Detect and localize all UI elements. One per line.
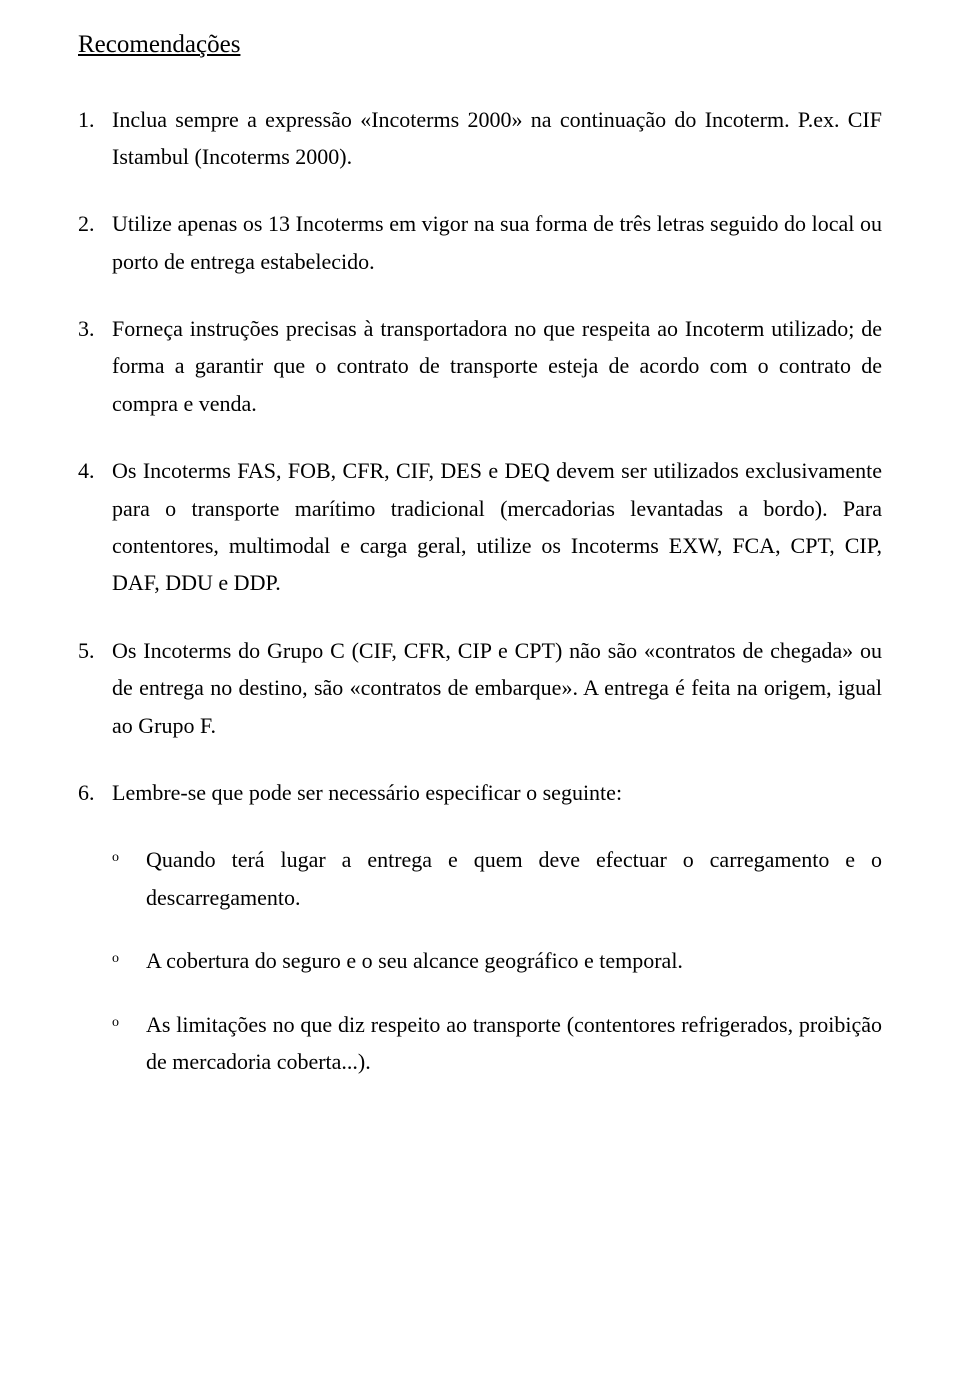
item-number: 2.: [78, 205, 112, 280]
bullet-icon: o: [112, 841, 146, 916]
item-text: Os Incoterms do Grupo C (CIF, CFR, CIP e…: [112, 632, 882, 744]
document-page: Recomendações 1. Inclua sempre a express…: [0, 0, 960, 1375]
sublist-item: o A cobertura do seguro e o seu alcance …: [78, 942, 882, 979]
sublist-item: o As limitações no que diz respeito ao t…: [78, 1006, 882, 1081]
item-number: 5.: [78, 632, 112, 744]
item-number: 3.: [78, 310, 112, 422]
subitem-text: As limitações no que diz respeito ao tra…: [146, 1006, 882, 1081]
sublist-item: o Quando terá lugar a entrega e quem dev…: [78, 841, 882, 916]
list-item: 5. Os Incoterms do Grupo C (CIF, CFR, CI…: [78, 632, 882, 744]
bullet-icon: o: [112, 942, 146, 979]
item-number: 6.: [78, 774, 112, 811]
list-item: 1. Inclua sempre a expressão «Incoterms …: [78, 101, 882, 176]
item-text: Inclua sempre a expressão «Incoterms 200…: [112, 101, 882, 176]
page-title: Recomendações: [78, 24, 882, 67]
item-text: Lembre-se que pode ser necessário especi…: [112, 774, 882, 811]
item-number: 4.: [78, 452, 112, 602]
subitem-text: Quando terá lugar a entrega e quem deve …: [146, 841, 882, 916]
list-item: 4. Os Incoterms FAS, FOB, CFR, CIF, DES …: [78, 452, 882, 602]
item-number: 1.: [78, 101, 112, 176]
list-item: 2. Utilize apenas os 13 Incoterms em vig…: [78, 205, 882, 280]
item-text: Utilize apenas os 13 Incoterms em vigor …: [112, 205, 882, 280]
subitem-text: A cobertura do seguro e o seu alcance ge…: [146, 942, 882, 979]
item-text: Forneça instruções precisas à transporta…: [112, 310, 882, 422]
list-item: 3. Forneça instruções precisas à transpo…: [78, 310, 882, 422]
item-text: Os Incoterms FAS, FOB, CFR, CIF, DES e D…: [112, 452, 882, 602]
list-item: 6. Lembre-se que pode ser necessário esp…: [78, 774, 882, 811]
bullet-icon: o: [112, 1006, 146, 1081]
